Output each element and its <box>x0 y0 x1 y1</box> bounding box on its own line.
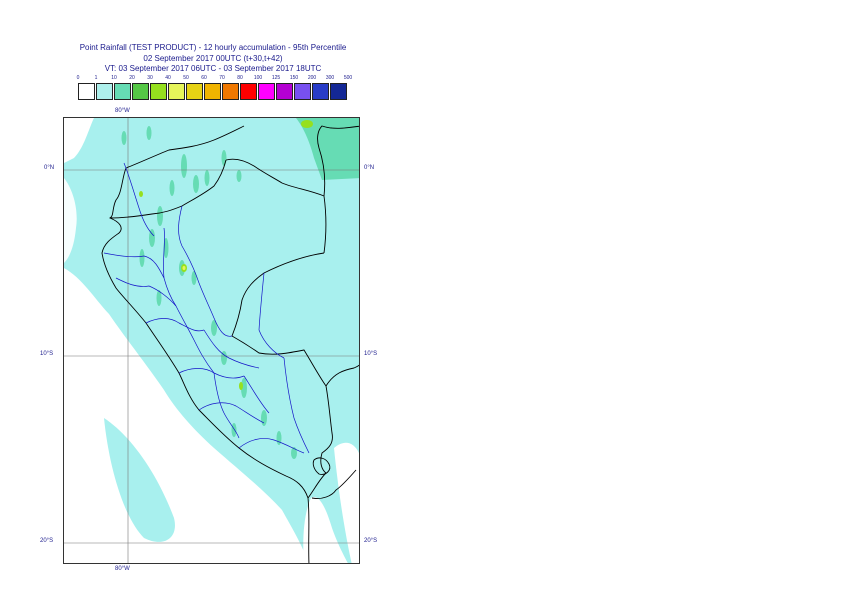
legend-threshold-label: 40 <box>165 75 171 81</box>
legend-threshold-label: 60 <box>201 75 207 81</box>
legend-color-swatch <box>330 83 347 100</box>
legend-threshold-label: 125 <box>271 75 281 81</box>
legend-color-swatch <box>150 83 167 100</box>
legend-threshold-label: 200 <box>307 75 317 81</box>
legend-threshold-label: 500 <box>343 75 353 81</box>
border-brazil-bolivia <box>325 364 359 387</box>
border-bolivia-chile <box>311 469 357 499</box>
dry-land-area <box>334 442 359 563</box>
map-panel[interactable] <box>63 117 360 564</box>
border-colombia-brazil <box>317 125 359 197</box>
legend-threshold-label: 10 <box>111 75 117 81</box>
legend-threshold-label: 20 <box>129 75 135 81</box>
lat-label-0-left: 0°N <box>44 165 55 171</box>
legend-color-swatch <box>204 83 221 100</box>
legend-color-swatch <box>132 83 149 100</box>
legend-color-swatch <box>294 83 311 100</box>
legend-color-swatch <box>186 83 203 100</box>
legend-color-swatch <box>240 83 257 100</box>
dry-sea-area <box>64 178 77 263</box>
border-ecuador-peru <box>109 159 227 219</box>
rain-moderate-area <box>121 118 359 459</box>
lake-titicaca <box>312 457 331 475</box>
border-peru-bolivia <box>307 472 327 499</box>
legend-threshold-label: 300 <box>325 75 335 81</box>
rain-very-heavy-area <box>182 266 186 270</box>
lat-label-20s-right: 20°S <box>364 538 378 544</box>
legend-threshold-label: 100 <box>253 75 263 81</box>
run-time: 02 September 2017 00UTC (t+30,t+42) <box>143 54 283 63</box>
legend-color-swatch <box>168 83 185 100</box>
admin-boundaries <box>103 162 310 454</box>
valid-time: VT: 03 September 2017 06UTC - 03 Septemb… <box>104 64 322 73</box>
legend-threshold-label: 1 <box>94 75 98 81</box>
legend-threshold-label: 80 <box>237 75 243 81</box>
legend-threshold-label: 150 <box>289 75 299 81</box>
dry-sea-area <box>64 268 309 563</box>
legend-color-swatch <box>258 83 275 100</box>
lon-label-top: 80°W <box>115 108 130 114</box>
lat-label-10s-right: 10°S <box>364 351 378 357</box>
chart-title: Point Rainfall (TEST PRODUCT) - 12 hourl… <box>79 43 347 52</box>
legend-threshold-label: 70 <box>219 75 225 81</box>
legend-color-swatch <box>78 83 95 100</box>
legend-threshold-label: 0 <box>76 75 80 81</box>
legend-color-swatch <box>222 83 239 100</box>
lat-label-10s-left: 10°S <box>40 351 54 357</box>
border-colombia-peru <box>225 158 327 254</box>
dry-land-area <box>303 497 348 563</box>
lat-label-0-right: 0°N <box>364 165 375 171</box>
lat-label-20s-left: 20°S <box>40 538 54 544</box>
graticule <box>64 118 359 563</box>
legend-threshold-label: 30 <box>147 75 153 81</box>
border-ecuador-colombia <box>125 125 245 169</box>
border-peru-brazil <box>231 252 333 474</box>
dry-sea-area <box>64 118 94 163</box>
legend-color-swatch <box>114 83 131 100</box>
legend-threshold-label: 50 <box>183 75 189 81</box>
lon-label-bottom: 80°W <box>115 566 130 572</box>
rainfall-map <box>64 118 359 563</box>
legend-color-swatch <box>312 83 329 100</box>
legend-color-swatch <box>96 83 113 100</box>
legend-color-swatch <box>276 83 293 100</box>
moist-patch <box>104 418 175 542</box>
color-legend: 0 1 10 20 30 40 50 60 70 80 100 125 150 200 300 500 <box>0 0 842 110</box>
